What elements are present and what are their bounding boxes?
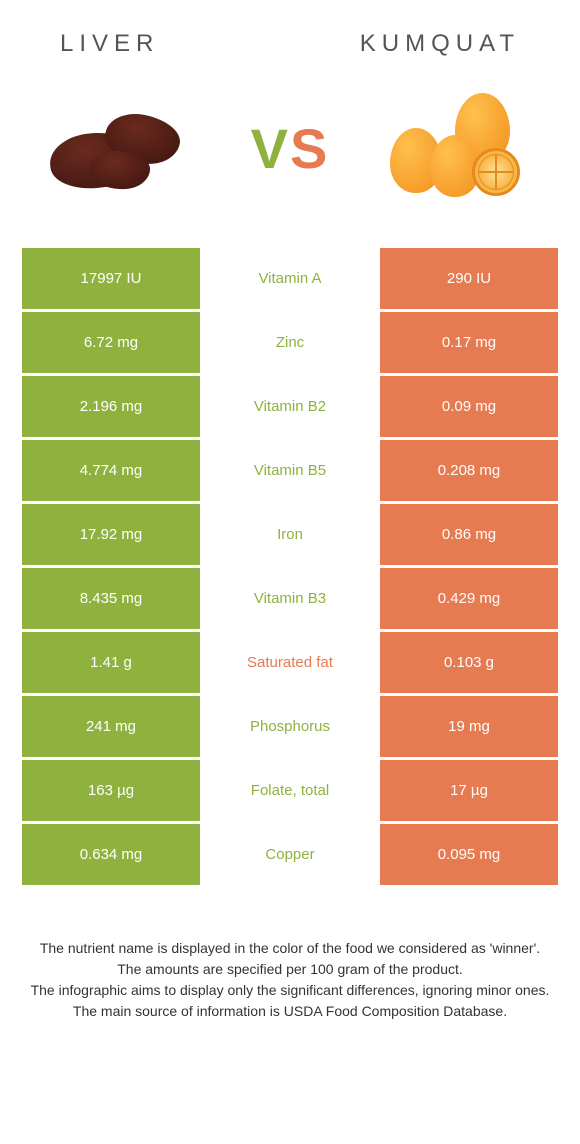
footer-line: The amounts are specified per 100 gram o… [30,959,550,980]
right-value-cell: 0.095 mg [380,824,558,885]
nutrient-name-cell: Vitamin B2 [200,376,380,437]
right-value-cell: 0.09 mg [380,376,558,437]
nutrient-name-cell: Vitamin A [200,248,380,309]
right-food-title: Kumquat [360,30,520,58]
nutrient-row: 17.92 mgIron0.86 mg [22,504,558,565]
right-value-cell: 0.17 mg [380,312,558,373]
footer-line: The main source of information is USDA F… [30,1001,550,1022]
left-value-cell: 4.774 mg [22,440,200,501]
right-value-cell: 19 mg [380,696,558,757]
footer-line: The nutrient name is displayed in the co… [30,938,550,959]
footer-notes: The nutrient name is displayed in the co… [0,888,580,1042]
nutrient-name-cell: Vitamin B5 [200,440,380,501]
nutrient-name-cell: Copper [200,824,380,885]
nutrient-name-cell: Zinc [200,312,380,373]
nutrient-row: 4.774 mgVitamin B50.208 mg [22,440,558,501]
header: Liver Kumquat [0,0,580,68]
nutrient-name-cell: Vitamin B3 [200,568,380,629]
left-value-cell: 2.196 mg [22,376,200,437]
vs-v-letter: V [251,117,290,180]
right-value-cell: 0.208 mg [380,440,558,501]
right-value-cell: 17 µg [380,760,558,821]
right-value-cell: 290 IU [380,248,558,309]
right-value-cell: 0.103 g [380,632,558,693]
vs-s-letter: S [290,117,329,180]
vs-label: VS [251,116,330,181]
footer-line: The infographic aims to display only the… [30,980,550,1001]
nutrient-row: 241 mgPhosphorus19 mg [22,696,558,757]
nutrient-row: 6.72 mgZinc0.17 mg [22,312,558,373]
left-value-cell: 241 mg [22,696,200,757]
left-value-cell: 1.41 g [22,632,200,693]
right-value-cell: 0.86 mg [380,504,558,565]
left-food-title: Liver [60,30,159,58]
nutrient-name-cell: Phosphorus [200,696,380,757]
kumquat-image [380,88,540,208]
nutrient-name-cell: Saturated fat [200,632,380,693]
left-value-cell: 6.72 mg [22,312,200,373]
nutrient-row: 17997 IUVitamin A290 IU [22,248,558,309]
left-value-cell: 163 µg [22,760,200,821]
liver-image [40,88,200,208]
nutrient-row: 8.435 mgVitamin B30.429 mg [22,568,558,629]
left-value-cell: 17997 IU [22,248,200,309]
nutrient-name-cell: Folate, total [200,760,380,821]
nutrient-name-cell: Iron [200,504,380,565]
images-row: VS [0,68,580,248]
right-value-cell: 0.429 mg [380,568,558,629]
left-value-cell: 17.92 mg [22,504,200,565]
left-value-cell: 8.435 mg [22,568,200,629]
nutrient-row: 0.634 mgCopper0.095 mg [22,824,558,885]
nutrient-row: 1.41 gSaturated fat0.103 g [22,632,558,693]
nutrient-row: 163 µgFolate, total17 µg [22,760,558,821]
nutrient-row: 2.196 mgVitamin B20.09 mg [22,376,558,437]
left-value-cell: 0.634 mg [22,824,200,885]
nutrient-table: 17997 IUVitamin A290 IU6.72 mgZinc0.17 m… [0,248,580,885]
